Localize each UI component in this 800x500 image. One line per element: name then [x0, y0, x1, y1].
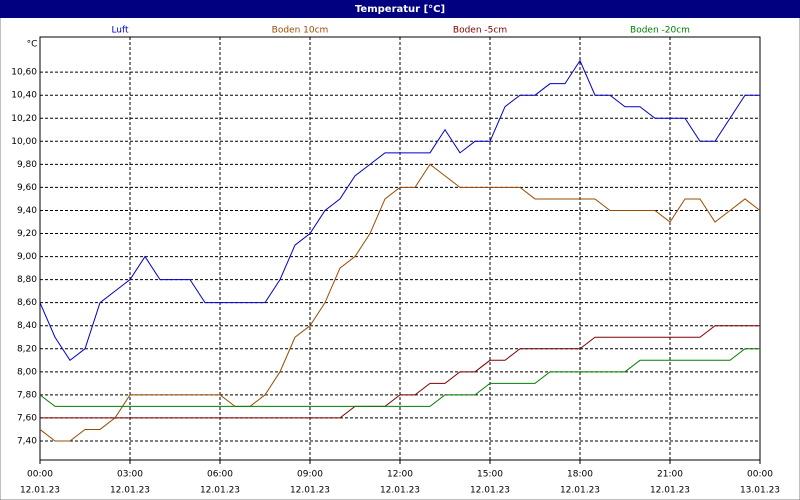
- legend-entry: Boden -20cm: [630, 26, 690, 36]
- y-tick-label: 10,00: [11, 137, 37, 147]
- x-tick-label: 09:00: [297, 470, 323, 480]
- x-tick-date: 12.01.23: [470, 486, 510, 496]
- x-tick-label: 18:00: [567, 470, 593, 480]
- legend-entry: Boden 10cm: [272, 26, 329, 36]
- legend-entry: Boden -5cm: [453, 26, 507, 36]
- y-tick-label: 8,40: [17, 321, 37, 331]
- y-tick-label: 10,40: [11, 91, 37, 101]
- y-unit-label: °C: [27, 40, 38, 50]
- y-tick-label: 9,20: [17, 229, 37, 239]
- y-tick-label: 9,80: [17, 160, 37, 170]
- y-tick-label: 7,40: [17, 436, 37, 446]
- y-tick-label: 8,60: [17, 298, 37, 308]
- series-line: [39, 348, 760, 407]
- y-tick-label: 10,60: [11, 68, 37, 78]
- series-line: [39, 59, 760, 362]
- chart-title: Temperatur [°C]: [355, 4, 445, 15]
- y-tick-label: 9,60: [17, 183, 37, 193]
- y-tick-label: 7,60: [17, 413, 37, 423]
- y-tick-label: 9,40: [17, 206, 37, 216]
- plot-border: [39, 36, 761, 461]
- x-tick-date: 12.01.23: [20, 486, 60, 496]
- y-tick-label: 9,00: [17, 252, 37, 262]
- y-tick-label: 7,80: [17, 390, 37, 400]
- x-tick-date: 12.01.23: [110, 486, 150, 496]
- y-tick-label: 10,20: [11, 114, 37, 124]
- y-tick-label: 8,20: [17, 344, 37, 354]
- x-tick-label: 06:00: [207, 470, 233, 480]
- x-tick-label: 00:00: [747, 470, 773, 480]
- legend-entry: Luft: [111, 26, 129, 36]
- series-line: [39, 163, 761, 442]
- x-tick-label: 03:00: [117, 470, 143, 480]
- x-tick-date: 13.01.23: [740, 486, 780, 496]
- title-bar: [0, 0, 800, 18]
- y-tick-label: 8,00: [17, 367, 37, 377]
- y-tick-label: 8,80: [17, 275, 37, 285]
- series-line: [40, 325, 760, 419]
- x-tick-date: 12.01.23: [200, 486, 240, 496]
- x-tick-label: 21:00: [657, 470, 683, 480]
- x-tick-label: 00:00: [27, 470, 53, 480]
- x-tick-date: 12.01.23: [560, 486, 600, 496]
- x-tick-date: 12.01.23: [380, 486, 420, 496]
- x-tick-label: 15:00: [477, 470, 503, 480]
- x-tick-date: 12.01.23: [290, 486, 330, 496]
- x-tick-date: 12.01.23: [650, 486, 690, 496]
- x-tick-label: 12:00: [387, 470, 413, 480]
